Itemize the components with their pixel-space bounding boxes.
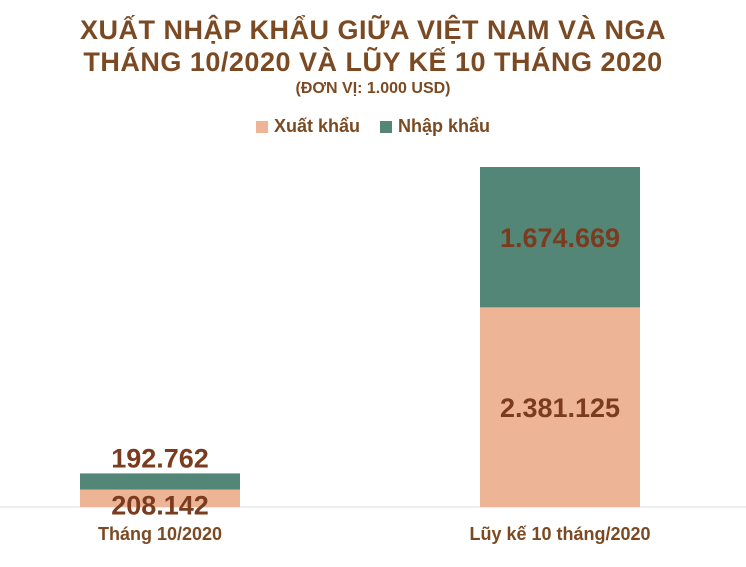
bar-import-1 xyxy=(480,167,640,308)
data-label-export-1: 2.381.125 xyxy=(500,393,620,423)
bar-import-0 xyxy=(80,473,240,490)
chart-title-line1: XUẤT NHẬP KHẨU GIỮA VIỆT NAM VÀ NGA xyxy=(80,15,666,45)
category-label-1: Lũy kế 10 tháng/2020 xyxy=(469,524,650,544)
legend-item-import: Nhập khẩu xyxy=(380,116,490,137)
legend-label-import: Nhập khẩu xyxy=(398,116,491,136)
chart-unit: (ĐƠN VỊ: 1.000 USD) xyxy=(295,80,451,97)
data-label-import-0: 192.762 xyxy=(111,443,209,473)
legend-label-export: Xuất khẩu xyxy=(273,116,360,136)
data-label-import-1: 1.674.669 xyxy=(500,223,620,253)
legend-swatch-export xyxy=(255,120,268,133)
data-label-export-0: 208.142 xyxy=(111,490,209,520)
bar-export-1 xyxy=(480,307,640,507)
legend: Xuất khẩu Nhập khẩu xyxy=(0,116,746,137)
legend-item-export: Xuất khẩu xyxy=(255,116,360,137)
chart-title-line2: THÁNG 10/2020 VÀ LŨY KẾ 10 THÁNG 2020 xyxy=(83,47,663,77)
category-label-0: Tháng 10/2020 xyxy=(98,524,222,544)
legend-swatch-import xyxy=(380,120,392,133)
bar-export-0 xyxy=(80,489,240,507)
chart-title-block: XUẤT NHẬP KHẨU GIỮA VIỆT NAM VÀ NGA THÁN… xyxy=(0,14,746,100)
